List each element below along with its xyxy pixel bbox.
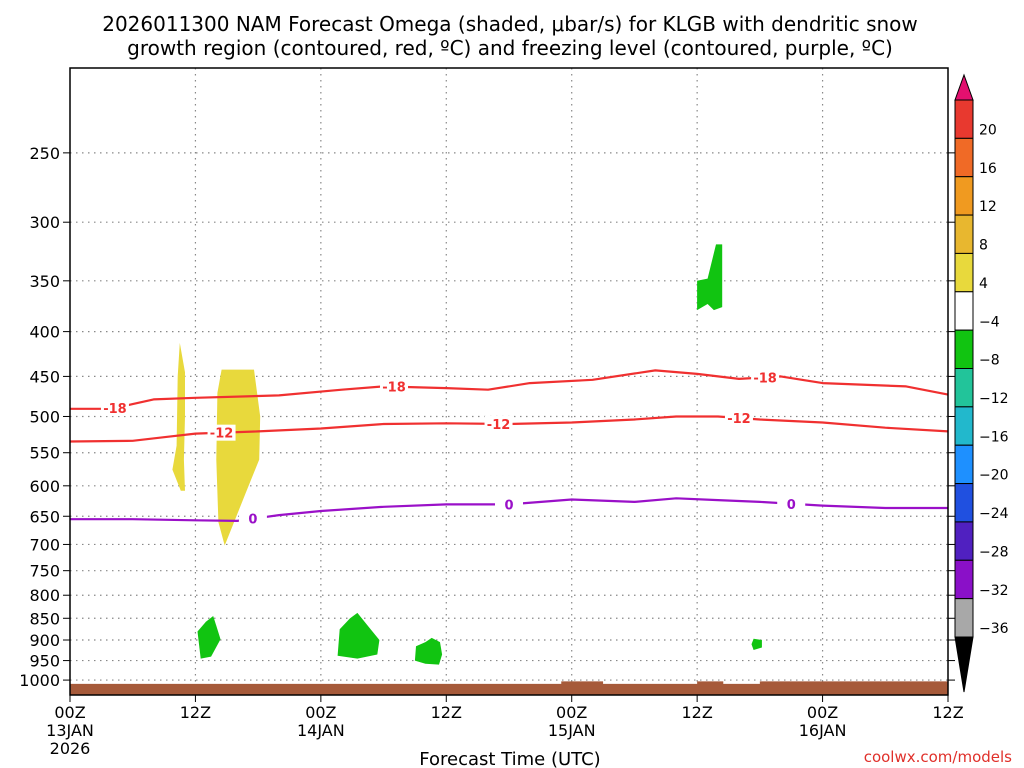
contour-label-0-2: -18 [753, 371, 777, 386]
y-tick-label-650: 650 [29, 507, 60, 526]
colorbar-box-7 [954, 368, 974, 408]
contour-label-bg [751, 369, 780, 386]
colorbar-box-1 [954, 137, 974, 178]
contour-label-2-0: 0 [248, 513, 257, 528]
colorbar-box-6 [954, 329, 974, 369]
contour-line-0 [70, 369, 949, 410]
colorbar-label-1: 16 [979, 161, 997, 177]
colorbar-label-7: −12 [979, 391, 1009, 407]
x-tick-label-0-0: 00Z [54, 703, 85, 722]
contour-label-2-2: 0 [787, 498, 796, 513]
contour-label-bg [777, 495, 806, 512]
y-tick-label-900: 900 [29, 631, 60, 650]
omega-region-2 [216, 369, 261, 546]
colorbar-top-arrow [954, 73, 974, 101]
colorbar-label-11: −28 [979, 544, 1009, 560]
colorbar-box-13 [954, 598, 974, 638]
y-axis: 250 300 350 400 450 500 550 600 650 700 750 800 850 9… [19, 144, 955, 690]
x-tick-label-12-0: 12Z [180, 703, 211, 722]
omega-region-7 [751, 638, 762, 650]
omega-region-5 [414, 637, 443, 665]
contour-label-0-0: -18 [103, 402, 127, 417]
colorbar-label-8: −16 [979, 429, 1009, 445]
x-tick-label-24-1: 14JAN [297, 721, 345, 740]
colorbar-label-12: −32 [979, 583, 1009, 599]
colorbar-label-5: −4 [979, 314, 1000, 330]
x-tick-label-0-2: 2026 [50, 739, 91, 758]
contour-label-bg [724, 409, 753, 426]
contour-label-0-1: -18 [382, 381, 406, 396]
colorbar-label-2: 12 [979, 199, 997, 215]
x-tick-label-84-0: 12Z [932, 703, 963, 722]
contour-label-1-2: -12 [727, 412, 751, 427]
contour-label-1-0: -12 [210, 427, 234, 442]
x-tick-label-48-1: 15JAN [548, 721, 596, 740]
y-tick-label-800: 800 [29, 586, 60, 605]
y-tick-label-250: 250 [29, 144, 60, 163]
chart-title-line-2: growth region (contoured, red, ºC) and f… [127, 36, 893, 60]
colorbar-box-5 [954, 291, 974, 331]
terrain-bump-2 [759, 681, 948, 685]
chart-title-line-1: 2026011300 NAM Forecast Omega (shaded, μ… [102, 12, 918, 36]
y-tick-label-850: 850 [29, 609, 60, 628]
terrain-bump-1 [697, 681, 724, 685]
colorbar-label-4: 4 [979, 276, 988, 292]
contour-label-bg [380, 378, 409, 395]
colorbar-label-9: −20 [979, 468, 1009, 484]
colorbar-box-8 [954, 406, 974, 446]
y-tick-label-750: 750 [29, 562, 60, 581]
colorbar-box-2 [954, 176, 974, 216]
y-tick-label-950: 950 [29, 652, 60, 671]
colorbar-box-4 [954, 252, 974, 293]
x-tick-label-48-0: 00Z [556, 703, 587, 722]
y-tick-label-400: 400 [29, 323, 60, 342]
contour-label-bg [100, 400, 129, 417]
x-tick-label-36-0: 12Z [431, 703, 462, 722]
plot-frame [69, 67, 949, 696]
omega-region-4 [337, 612, 380, 659]
y-tick-label-600: 600 [29, 477, 60, 496]
x-tick-label-24-0: 00Z [305, 703, 336, 722]
contour-label-bg [207, 424, 236, 441]
contour-label-1-1: -12 [487, 418, 511, 433]
contour-label-bg [484, 415, 513, 432]
colorbar-bottom-arrow [954, 636, 974, 693]
y-tick-label-1000: 1000 [19, 671, 60, 690]
x-tick-label-60-0: 12Z [681, 703, 712, 722]
y-tick-label-300: 300 [29, 213, 60, 232]
plot-area: -18 -18 -18 -12 -12 -12 0 0 0 [69, 67, 949, 696]
colorbar: 20 16 12 8 4 −4 −8 −12 −16 −20 −24 −28 −32 −36 [954, 73, 1009, 693]
colorbar-box-11 [954, 521, 974, 561]
y-tick-label-550: 550 [29, 444, 60, 463]
x-axis-title: Forecast Time (UTC) [419, 749, 600, 768]
x-tick-label-72-0: 00Z [807, 703, 838, 722]
x-tick-label-72-1: 16JAN [799, 721, 847, 740]
colorbar-label-6: −8 [979, 353, 1000, 369]
contour-label-bg [238, 510, 267, 527]
omega-region-1 [172, 342, 185, 491]
colorbar-label-3: 8 [979, 238, 988, 254]
credit-text[interactable]: coolwx.com/models [864, 748, 1012, 766]
colorbar-box-9 [954, 444, 974, 485]
y-tick-label-450: 450 [29, 367, 60, 386]
x-tick-label-0-1: 13JAN [46, 721, 94, 740]
colorbar-box-0 [954, 99, 974, 139]
omega-region-6 [697, 244, 723, 311]
y-tick-label-500: 500 [29, 407, 60, 426]
colorbar-label-10: −24 [979, 506, 1009, 522]
colorbar-box-10 [954, 483, 974, 523]
contour-label-bg [495, 496, 523, 513]
terrain-bump-0 [561, 681, 604, 685]
colorbar-box-3 [954, 214, 974, 254]
colorbar-label-0: 20 [979, 123, 997, 139]
y-tick-label-700: 700 [29, 535, 60, 554]
y-tick-label-350: 350 [29, 272, 60, 291]
colorbar-box-12 [954, 559, 974, 600]
omega-region-3 [197, 616, 221, 659]
contour-label-2-1: 0 [504, 498, 513, 513]
colorbar-label-13: −36 [979, 621, 1009, 637]
terrain-strip [70, 683, 948, 695]
